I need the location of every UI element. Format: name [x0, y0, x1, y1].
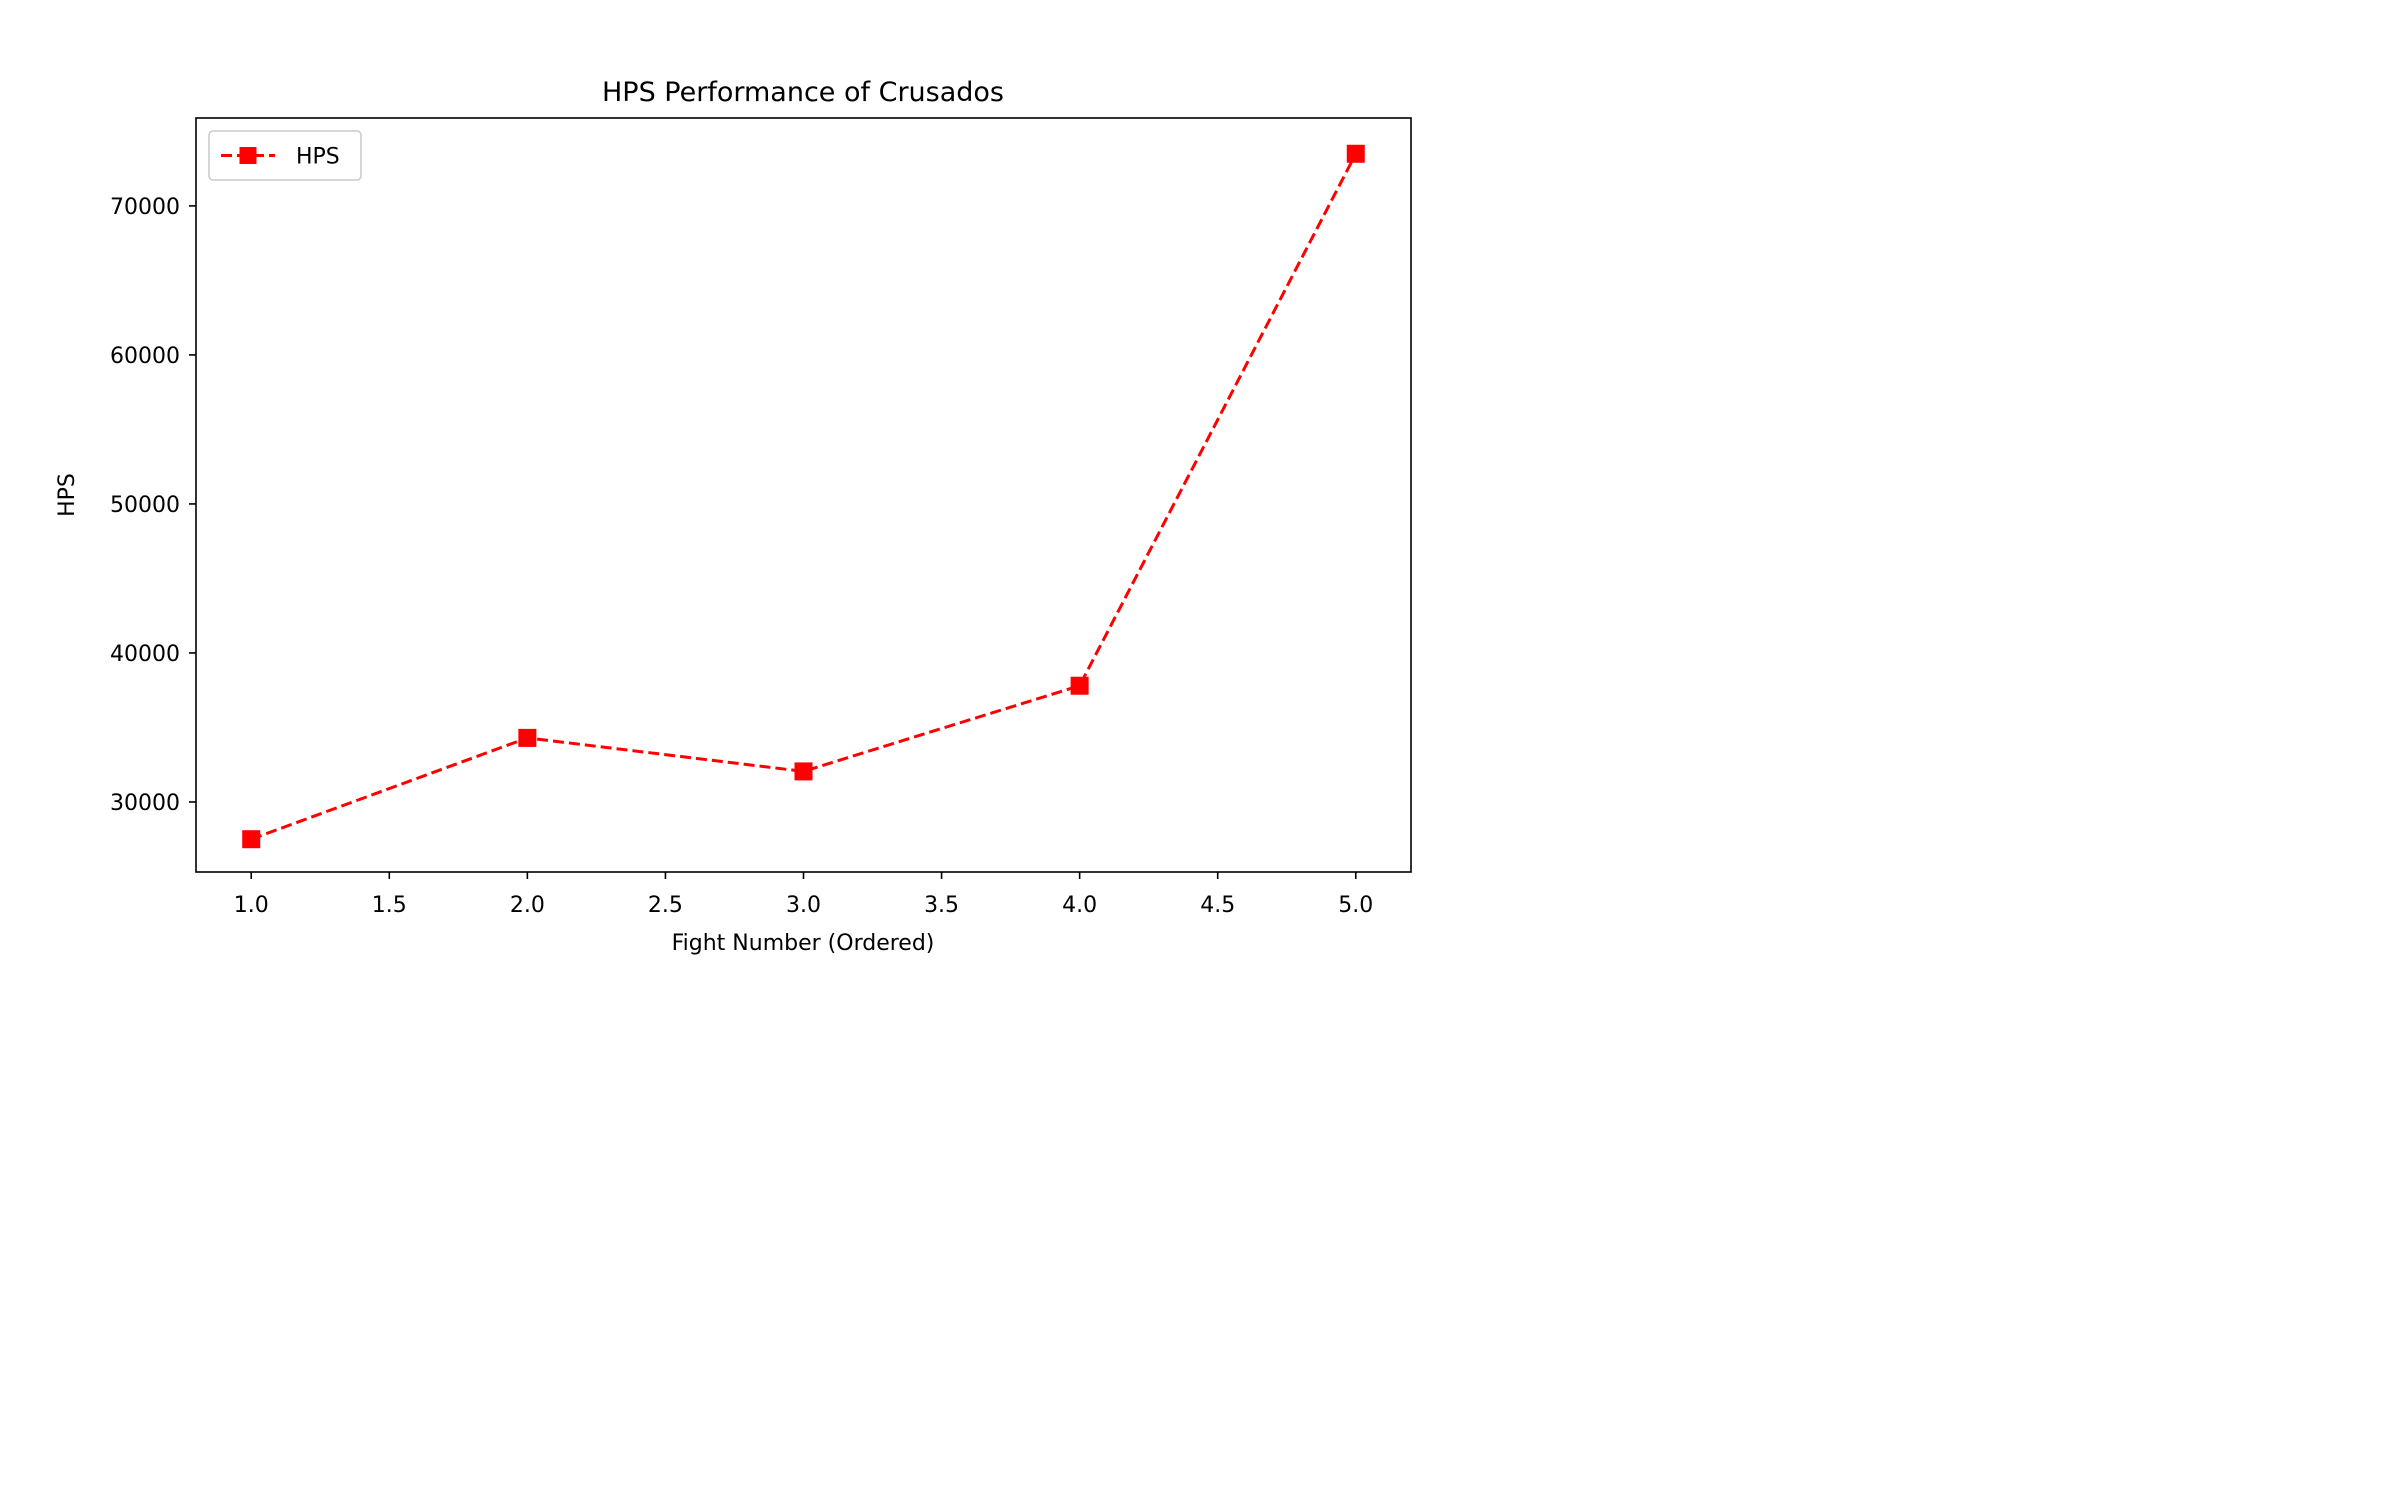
x-tick-label: 1.5	[372, 893, 407, 918]
chart-title: HPS Performance of Crusados	[602, 77, 1004, 108]
y-tick-label: 70000	[110, 195, 180, 220]
x-tick-label: 2.5	[648, 893, 683, 918]
y-tick-label: 30000	[110, 791, 180, 816]
legend: HPS	[208, 130, 362, 181]
x-axis-label: Fight Number (Ordered)	[672, 931, 935, 956]
x-tick-label: 2.0	[510, 893, 545, 918]
data-point-marker	[518, 728, 537, 747]
y-tick-label: 40000	[110, 642, 180, 667]
data-point-marker	[1346, 144, 1365, 163]
y-tick-label: 50000	[110, 493, 180, 518]
legend-box	[208, 130, 362, 181]
chart: HPS Performance of Crusados 1.0 1.5 2.0 2.5…	[0, 0, 1550, 969]
data-point-marker	[242, 830, 261, 849]
x-tick-label: 5.0	[1338, 893, 1373, 918]
legend-marker-swatch	[239, 147, 257, 164]
plot-area	[195, 117, 1412, 873]
y-tick-label: 60000	[110, 344, 180, 369]
x-axis-ticks: 1.0 1.5 2.0 2.5 3.0 3.5 4.0 4.5 5.0	[234, 872, 1373, 918]
y-axis-label: HPS	[55, 473, 80, 517]
x-tick-label: 3.5	[924, 893, 959, 918]
y-axis-ticks: 30000 40000 50000 60000 70000	[110, 195, 196, 816]
data-point-marker	[794, 762, 813, 781]
series-line-hps	[250, 153, 1358, 841]
x-tick-label: 4.0	[1062, 893, 1097, 918]
series-group	[242, 144, 1365, 849]
x-tick-label: 3.0	[786, 893, 821, 918]
data-point-marker	[1070, 676, 1089, 695]
x-tick-label: 4.5	[1200, 893, 1235, 918]
legend-label: HPS	[296, 145, 340, 170]
plot-frame	[195, 117, 1412, 873]
x-tick-label: 1.0	[234, 893, 269, 918]
